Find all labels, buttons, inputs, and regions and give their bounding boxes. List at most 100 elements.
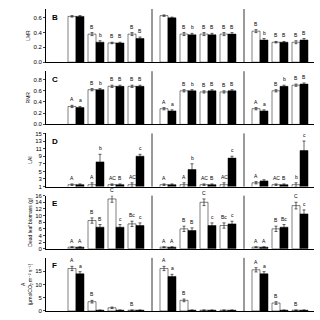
svg-text:C: C — [294, 193, 298, 199]
svg-text:B: B — [138, 76, 142, 82]
svg-text:AC: AC — [129, 174, 136, 180]
svg-text:a: a — [79, 263, 82, 269]
svg-text:A: A — [78, 238, 82, 244]
svg-text:0.0: 0.0 — [34, 59, 43, 65]
svg-text:A: A — [170, 238, 174, 244]
svg-text:3: 3 — [39, 176, 43, 182]
svg-text:a: a — [263, 101, 266, 107]
svg-text:a: a — [171, 101, 174, 107]
svg-text:B: B — [90, 291, 94, 297]
svg-text:10: 10 — [35, 213, 42, 219]
svg-text:B: B — [274, 217, 278, 223]
svg-text:A: A — [70, 96, 74, 102]
svg-text:B: B — [130, 301, 134, 307]
svg-text:B: B — [182, 290, 186, 296]
svg-text:c: c — [211, 214, 214, 220]
svg-text:15: 15 — [35, 268, 42, 274]
svg-text:0.4: 0.4 — [34, 30, 43, 36]
svg-text:a: a — [171, 265, 174, 271]
svg-text:A: A — [254, 173, 258, 179]
svg-text:B: B — [282, 175, 286, 181]
svg-text:c: c — [303, 201, 306, 207]
svg-text:16: 16 — [35, 193, 42, 199]
svg-text:B: B — [118, 175, 122, 181]
svg-text:B: B — [52, 13, 58, 22]
svg-text:B: B — [190, 219, 194, 225]
svg-text:11: 11 — [36, 146, 43, 152]
svg-text:B: B — [282, 32, 286, 38]
svg-text:b: b — [263, 30, 266, 36]
svg-text:B: B — [294, 75, 298, 81]
svg-text:A: A — [182, 174, 186, 180]
svg-text:8: 8 — [39, 219, 43, 225]
svg-text:B: B — [274, 81, 278, 87]
svg-text:b: b — [191, 24, 194, 30]
svg-text:B: B — [222, 82, 226, 88]
svg-text:B: B — [222, 24, 226, 30]
svg-text:c: c — [231, 212, 234, 218]
svg-text:B: B — [202, 24, 206, 30]
svg-text:2: 2 — [39, 239, 43, 245]
svg-text:10: 10 — [35, 282, 42, 288]
svg-text:B: B — [98, 216, 102, 222]
svg-text:AC: AC — [221, 174, 228, 180]
svg-text:c: c — [139, 214, 142, 220]
svg-text:5: 5 — [39, 295, 43, 301]
svg-text:A: A — [162, 99, 166, 105]
svg-text:B: B — [118, 33, 122, 39]
svg-text:LMR: LMR — [25, 30, 31, 41]
svg-text:B: B — [254, 21, 258, 27]
svg-text:B: B — [294, 32, 298, 38]
svg-text:9: 9 — [39, 153, 43, 159]
svg-text:B: B — [302, 74, 306, 80]
svg-text:C: C — [110, 187, 114, 193]
svg-text:B: B — [210, 175, 214, 181]
svg-text:0: 0 — [39, 246, 43, 252]
svg-text:B: B — [210, 81, 214, 87]
svg-text:B: B — [274, 32, 278, 38]
svg-text:A: A — [162, 175, 166, 181]
svg-text:C: C — [52, 75, 58, 84]
svg-text:a: a — [79, 97, 82, 103]
svg-text:c: c — [119, 216, 122, 222]
svg-text:B: B — [182, 81, 186, 87]
svg-text:1: 1 — [39, 184, 43, 190]
svg-text:B: B — [130, 76, 134, 82]
svg-text:A: A — [90, 174, 94, 180]
svg-text:c: c — [303, 132, 306, 138]
svg-text:Bc: Bc — [129, 212, 135, 218]
svg-text:B: B — [182, 217, 186, 223]
svg-text:7: 7 — [39, 161, 43, 167]
svg-text:A: A — [262, 238, 266, 244]
svg-text:14: 14 — [35, 199, 42, 205]
svg-text:b: b — [295, 174, 298, 180]
svg-text:A(μmolCO₂ m⁻² s⁻¹): A(μmolCO₂ m⁻² s⁻¹) — [20, 263, 33, 305]
svg-text:B: B — [274, 293, 278, 299]
svg-text:13: 13 — [35, 138, 42, 144]
svg-text:AC: AC — [109, 175, 116, 181]
svg-text:A: A — [162, 257, 166, 263]
svg-text:B: B — [230, 24, 234, 30]
svg-text:c: c — [231, 147, 234, 153]
svg-text:b: b — [99, 32, 102, 38]
svg-text:D: D — [52, 137, 58, 146]
svg-text:LAI: LAI — [27, 156, 33, 164]
svg-text:A: A — [70, 175, 74, 181]
svg-text:Bc: Bc — [221, 214, 227, 220]
svg-text:c: c — [139, 145, 142, 151]
svg-text:0.6: 0.6 — [34, 88, 43, 94]
svg-text:F: F — [52, 261, 57, 270]
svg-text:12: 12 — [35, 206, 42, 212]
svg-text:C: C — [202, 190, 206, 196]
svg-text:A: A — [254, 99, 258, 105]
svg-text:15: 15 — [35, 131, 42, 137]
svg-text:b: b — [191, 155, 194, 161]
svg-text:0: 0 — [39, 308, 43, 314]
svg-text:A: A — [70, 238, 74, 244]
svg-text:b: b — [191, 81, 194, 87]
svg-text:AC: AC — [273, 175, 280, 181]
svg-text:0.0: 0.0 — [34, 121, 43, 127]
svg-text:0.2: 0.2 — [34, 110, 43, 116]
svg-text:B: B — [230, 81, 234, 87]
svg-text:5: 5 — [39, 168, 43, 174]
